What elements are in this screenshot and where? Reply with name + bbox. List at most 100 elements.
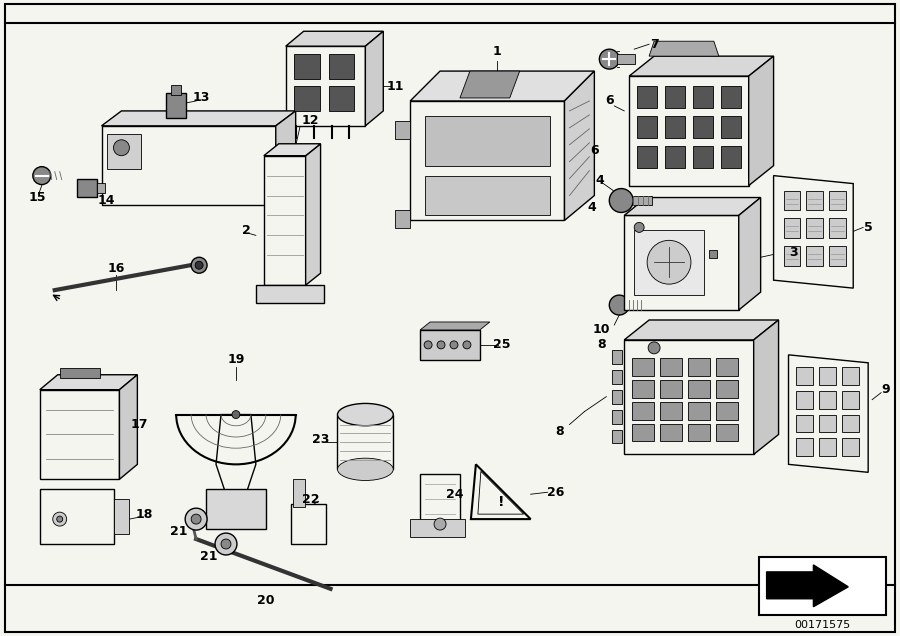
- Bar: [660, 380, 682, 398]
- Bar: [784, 191, 800, 211]
- Bar: [628, 300, 646, 310]
- Bar: [688, 424, 710, 441]
- Bar: [819, 438, 836, 457]
- Text: 18: 18: [136, 508, 153, 521]
- Text: 25: 25: [493, 338, 510, 351]
- Bar: [632, 358, 654, 376]
- Bar: [806, 191, 824, 211]
- Circle shape: [195, 261, 203, 269]
- Bar: [665, 86, 685, 108]
- Bar: [716, 401, 738, 420]
- Circle shape: [232, 411, 240, 418]
- Bar: [660, 424, 682, 441]
- Polygon shape: [425, 176, 550, 216]
- Polygon shape: [471, 464, 531, 519]
- Bar: [688, 380, 710, 398]
- Bar: [806, 246, 824, 266]
- Bar: [328, 86, 355, 111]
- Bar: [637, 116, 657, 138]
- Bar: [96, 183, 104, 193]
- Ellipse shape: [338, 403, 393, 425]
- Bar: [612, 350, 622, 364]
- Bar: [328, 54, 355, 79]
- Text: 8: 8: [597, 338, 606, 351]
- Bar: [716, 380, 738, 398]
- Text: 6: 6: [590, 144, 598, 157]
- Circle shape: [463, 341, 471, 349]
- Circle shape: [609, 188, 634, 212]
- Bar: [693, 86, 713, 108]
- Bar: [291, 504, 326, 544]
- Circle shape: [634, 223, 644, 232]
- Bar: [759, 557, 886, 615]
- Circle shape: [647, 240, 691, 284]
- Polygon shape: [788, 355, 868, 473]
- Text: 2: 2: [241, 224, 250, 237]
- Bar: [40, 489, 114, 544]
- Circle shape: [215, 533, 237, 555]
- Circle shape: [185, 508, 207, 530]
- Text: 11: 11: [386, 80, 404, 92]
- Bar: [632, 424, 654, 441]
- Bar: [106, 134, 141, 169]
- Text: 6: 6: [605, 95, 614, 107]
- Text: 10: 10: [592, 324, 610, 336]
- Text: 9: 9: [882, 383, 890, 396]
- Bar: [625, 216, 739, 310]
- Bar: [632, 195, 652, 205]
- Bar: [829, 218, 846, 238]
- Text: 19: 19: [228, 354, 245, 366]
- Bar: [171, 85, 181, 95]
- Bar: [784, 218, 800, 238]
- Bar: [420, 330, 480, 360]
- Bar: [721, 116, 741, 138]
- Bar: [114, 499, 130, 534]
- Bar: [716, 424, 738, 441]
- Bar: [338, 415, 393, 469]
- Polygon shape: [365, 31, 383, 126]
- Bar: [637, 86, 657, 108]
- Bar: [617, 54, 635, 64]
- Polygon shape: [753, 320, 778, 454]
- Circle shape: [221, 539, 231, 549]
- Bar: [784, 246, 800, 266]
- Text: 23: 23: [312, 433, 329, 446]
- Polygon shape: [216, 415, 256, 494]
- Bar: [59, 368, 100, 378]
- Bar: [629, 76, 749, 186]
- Bar: [292, 480, 304, 507]
- Circle shape: [191, 514, 201, 524]
- Polygon shape: [425, 116, 550, 165]
- Bar: [688, 358, 710, 376]
- Circle shape: [32, 167, 50, 184]
- Text: 22: 22: [302, 493, 319, 506]
- Text: 15: 15: [28, 191, 46, 204]
- Bar: [796, 415, 814, 432]
- Text: !: !: [498, 495, 504, 509]
- Polygon shape: [564, 71, 594, 221]
- Text: 8: 8: [555, 425, 563, 438]
- Bar: [693, 116, 713, 138]
- Polygon shape: [120, 375, 138, 480]
- Text: 4: 4: [595, 174, 604, 187]
- Text: 13: 13: [193, 92, 210, 104]
- Bar: [842, 367, 860, 385]
- Text: 5: 5: [864, 221, 872, 234]
- Bar: [842, 415, 860, 432]
- Bar: [40, 390, 120, 480]
- Bar: [660, 401, 682, 420]
- Bar: [842, 391, 860, 408]
- Bar: [721, 146, 741, 168]
- Bar: [625, 340, 753, 454]
- Text: 24: 24: [446, 488, 464, 501]
- Bar: [721, 86, 741, 108]
- Circle shape: [113, 140, 130, 156]
- Polygon shape: [285, 31, 383, 46]
- Text: 7: 7: [650, 38, 659, 51]
- Text: 17: 17: [130, 418, 148, 431]
- Polygon shape: [625, 198, 760, 216]
- Polygon shape: [739, 198, 760, 310]
- Bar: [796, 391, 814, 408]
- Polygon shape: [774, 176, 853, 288]
- Circle shape: [191, 258, 207, 273]
